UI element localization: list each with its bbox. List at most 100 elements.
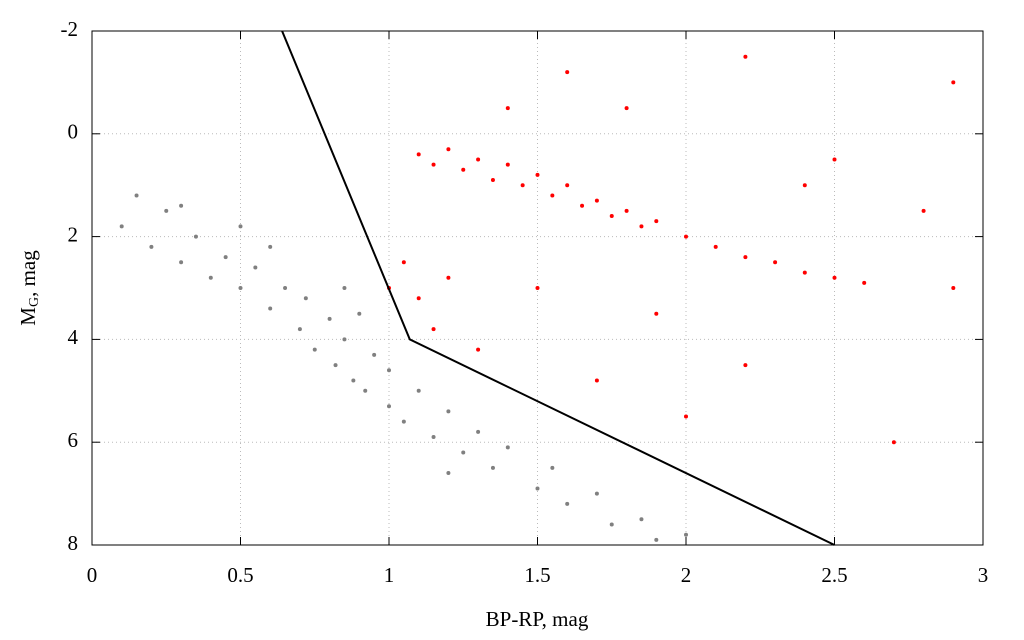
point [351,378,356,383]
point [713,244,718,249]
point [832,157,837,162]
y-tick-label: -2 [61,17,79,41]
point [119,224,124,229]
point [609,522,614,527]
x-tick-label: 1.5 [524,563,550,587]
point [594,491,599,496]
point [802,270,807,275]
point [446,409,451,414]
point [416,296,421,301]
x-tick-label: 0.5 [227,563,253,587]
point [535,172,540,177]
point [431,162,436,167]
point [327,316,332,321]
point [684,532,688,537]
point [654,311,659,316]
point [431,327,436,332]
point [164,208,169,213]
point [342,286,347,290]
point [372,352,377,357]
point [179,203,184,208]
point [283,286,288,290]
point [921,208,926,213]
point [743,54,748,59]
boundary-line [281,30,835,546]
point [654,219,659,224]
point [490,465,495,470]
point [891,440,896,445]
y-tick-label: 2 [68,222,79,246]
point [951,286,956,290]
x-tick-label: 3 [978,563,989,587]
point [505,445,510,450]
point [490,178,495,183]
point [223,255,228,260]
point [253,265,258,270]
point [268,306,273,311]
y-label-main: M [16,307,40,326]
x-tick-label: 2.5 [821,563,847,587]
point [743,255,748,260]
point [580,203,585,208]
point [238,224,243,229]
point [431,435,436,440]
x-tick-label: 2 [681,563,692,587]
point [476,347,481,352]
point [401,419,406,424]
point [149,244,154,249]
point [624,208,629,213]
point [268,244,273,249]
point [446,471,451,476]
point [461,167,466,172]
y-label-sub: G [27,297,42,307]
point [802,183,807,188]
point [639,517,644,522]
point [461,450,466,455]
x-tick-label: 1 [384,563,395,587]
y-label-rest: , mag [16,250,40,297]
point [639,224,644,229]
y-tick-label: 4 [68,325,79,349]
point [684,234,688,239]
point [609,214,614,219]
point [342,337,347,342]
point [654,537,659,542]
point [446,147,451,152]
point [773,260,778,265]
point [565,70,570,75]
point [401,260,406,265]
point [624,106,629,111]
point [535,286,540,290]
point [134,193,139,198]
x-axis-label: BP-RP, mag [486,607,589,631]
y-axis-label: MG, mag [16,250,42,326]
point [312,347,317,352]
point [303,296,308,301]
point [520,183,525,188]
x-tick-label: 0 [87,563,98,587]
point [238,286,243,290]
y-tick-label: 6 [68,428,79,452]
point [684,414,688,419]
point [565,183,570,188]
point [832,275,837,280]
point [446,275,451,280]
y-tick-label: 0 [68,120,79,144]
point [387,404,391,409]
plot-frame [91,30,984,546]
y-tick-label: 8 [68,531,79,555]
point [333,363,338,368]
point [297,327,302,332]
point [476,429,481,434]
point [363,388,368,393]
point [550,465,555,470]
point [208,275,213,280]
point [416,388,421,393]
point [550,193,555,198]
point [505,162,510,167]
point [951,80,956,85]
point [387,368,391,373]
point [476,157,481,162]
